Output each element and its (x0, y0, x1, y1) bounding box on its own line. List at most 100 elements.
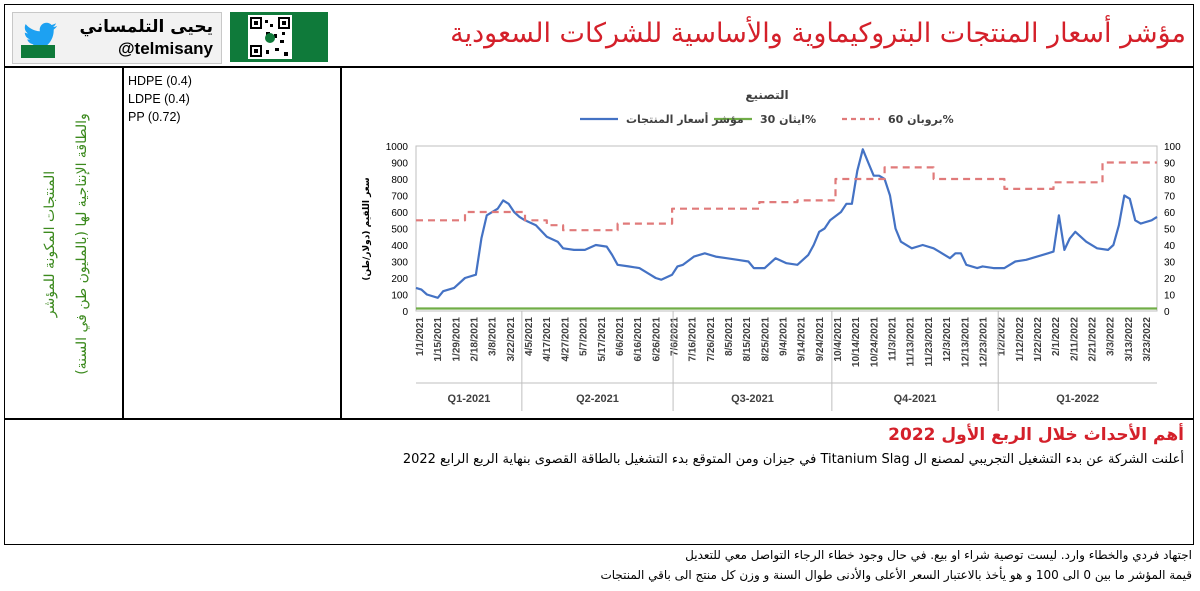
x-tick-label: 1/22/2022 (1033, 317, 1044, 362)
y-right-tick-label: 20 (1164, 274, 1176, 285)
x-tick-label: 12/23/2021 (978, 317, 989, 367)
divider-events (4, 418, 1194, 420)
x-tick-label: 1/1/2021 (415, 317, 426, 356)
series-line (416, 161, 1157, 232)
x-tick-label: 11/23/2021 (924, 317, 935, 367)
x-tick-label: 2/11/2022 (1069, 317, 1080, 361)
components-label-line2: والطاقة الإنتاجية لها (بالمليون طن في ال… (74, 113, 90, 375)
x-tick-label: 1/12/2022 (1015, 317, 1026, 362)
x-tick-label: 3/3/2022 (1106, 317, 1117, 356)
x-tick-label: 12/3/2021 (942, 317, 953, 362)
x-tick-label: 1/15/2021 (433, 317, 444, 362)
x-tick-label: 7/16/2021 (688, 317, 699, 362)
plot-frame (415, 145, 1158, 312)
series-line (415, 148, 1158, 299)
divider-left (122, 66, 124, 418)
quarter-label: Q1-2021 (448, 393, 491, 405)
x-tick-label: 7/26/2021 (706, 317, 717, 362)
x-tick-label: 8/5/2021 (724, 317, 735, 356)
divider-chart (340, 66, 342, 418)
y-left-tick-label: 800 (391, 175, 408, 186)
twitter-badge: يحيى التلمساني @telmisany (12, 12, 222, 64)
x-tick-label: 7/6/2021 (669, 317, 680, 356)
x-tick-label: 6/16/2021 (633, 317, 644, 362)
material-item: LDPE (0.4) (128, 92, 190, 106)
x-tick-label: 10/24/2021 (869, 317, 880, 367)
y-left-tick-label: 100 (391, 291, 408, 302)
quarter-label: Q4-2021 (894, 393, 937, 405)
chart-title: التصنيع (745, 88, 788, 102)
x-tick-label: 9/14/2021 (797, 317, 808, 362)
y-left-tick-label: 900 (391, 159, 408, 170)
legend-label: ايثان 30% (760, 113, 816, 126)
x-tick-label: 3/23/2022 (1142, 317, 1153, 362)
x-tick-label: 4/5/2021 (524, 317, 535, 356)
y-left-tick-label: 300 (391, 258, 408, 269)
y-left-tick-label: 400 (391, 241, 408, 252)
x-tick-label: 11/3/2021 (888, 317, 899, 361)
x-tick-label: 3/22/2021 (506, 317, 517, 362)
x-tick-label: 12/13/2021 (960, 317, 971, 367)
y-right-tick-label: 60 (1164, 208, 1176, 219)
x-tick-label: 2/1/2022 (1051, 317, 1062, 356)
price-index-chart: التصنيع بروبان 60% ايثان 30% مؤشر أسعار ال… (362, 88, 1181, 411)
x-tick-label: 10/14/2021 (851, 317, 862, 367)
materials-list: HDPE (0.4) LDPE (0.4) PP (0.72) (128, 72, 192, 126)
author-handle: @telmisany (117, 39, 213, 58)
components-label-line1: المنتجات المكونة للمؤشر (42, 171, 58, 318)
saudi-flag-icon (21, 45, 55, 58)
divider-header (4, 66, 1194, 68)
y-left-tick-label: 200 (391, 274, 408, 285)
legend-label: مؤشر أسعار المنتجات (626, 112, 744, 126)
y-left-tick-label: 700 (391, 192, 408, 203)
chart-legend: بروبان 60% ايثان 30% مؤشر أسعار المنتجات (580, 112, 954, 126)
quarter-label: Q3-2021 (731, 393, 774, 405)
y-right-tick-label: 30 (1164, 258, 1176, 269)
y-left-tick-label: 0 (402, 307, 408, 318)
y-right-tick-label: 40 (1164, 241, 1176, 252)
y-right-tick-label: 80 (1164, 175, 1176, 186)
x-tick-label: 1/2/2022 (997, 317, 1008, 356)
x-tick-label: 1/29/2021 (451, 317, 462, 362)
x-tick-label: 11/13/2021 (906, 317, 917, 367)
x-tick-label: 2/18/2021 (470, 317, 481, 362)
disclaimer-text: اجتهاد فردي والخطاء وارد. ليست توصية شرا… (685, 548, 1192, 562)
y-right-tick-label: 90 (1164, 159, 1176, 170)
x-tick-label: 2/21/2022 (1087, 317, 1098, 362)
x-tick-label: 4/27/2021 (560, 317, 571, 362)
y-right-tick-label: 0 (1164, 307, 1170, 318)
y-right-tick-label: 100 (1164, 142, 1181, 153)
y-left-tick-label: 600 (391, 208, 408, 219)
author-name: يحيى التلمساني (79, 17, 213, 37)
y-right-tick-label: 10 (1164, 291, 1176, 302)
x-tick-label: 6/26/2021 (651, 317, 662, 362)
y-right-tick-label: 50 (1164, 225, 1176, 236)
twitter-bird-icon (23, 22, 58, 51)
page-title: مؤشر أسعار المنتجات البتروكيماوية والأسا… (450, 18, 1186, 49)
x-tick-label: 9/24/2021 (815, 317, 826, 362)
components-label: المنتجات المكونة للمؤشر والطاقة الإنتاجي… (8, 72, 120, 417)
x-tick-label: 4/17/2021 (542, 317, 553, 362)
y-left-tick-label: 500 (391, 225, 408, 236)
y-left-tick-label: 1000 (386, 142, 409, 153)
x-tick-label: 5/17/2021 (597, 317, 608, 362)
index-note-text: قيمة المؤشر ما بين 0 الى 100 و هو يأخذ ب… (600, 568, 1192, 582)
legend-label: بروبان 60% (888, 113, 954, 126)
events-title: أهم الأحداث خلال الربع الأول 2022 (888, 425, 1184, 445)
x-tick-label: 9/4/2021 (779, 317, 790, 356)
outer-frame (4, 4, 1194, 545)
x-tick-label: 8/15/2021 (742, 317, 753, 362)
qr-code-icon (230, 12, 328, 62)
x-tick-label: 3/8/2021 (488, 317, 499, 356)
x-tick-label: 5/7/2021 (579, 317, 590, 356)
x-tick-label: 10/4/2021 (833, 317, 844, 362)
y-axis-label: سعر اللقيم (دولار/طن) (362, 177, 372, 280)
events-text: أعلنت الشركة عن بدء التشغيل التجريبي لمص… (402, 452, 1184, 467)
material-item: HDPE (0.4) (128, 74, 192, 88)
quarter-label: Q1-2022 (1056, 393, 1099, 405)
y-right-tick-label: 70 (1164, 192, 1176, 203)
x-tick-label: 3/13/2022 (1124, 317, 1135, 362)
material-item: PP (0.72) (128, 110, 181, 124)
x-tick-label: 8/25/2021 (760, 317, 771, 362)
plot-area: 0 100 200 300 400 500 600 700 800 900 1000 0 10 20 30 4… (362, 142, 1181, 411)
